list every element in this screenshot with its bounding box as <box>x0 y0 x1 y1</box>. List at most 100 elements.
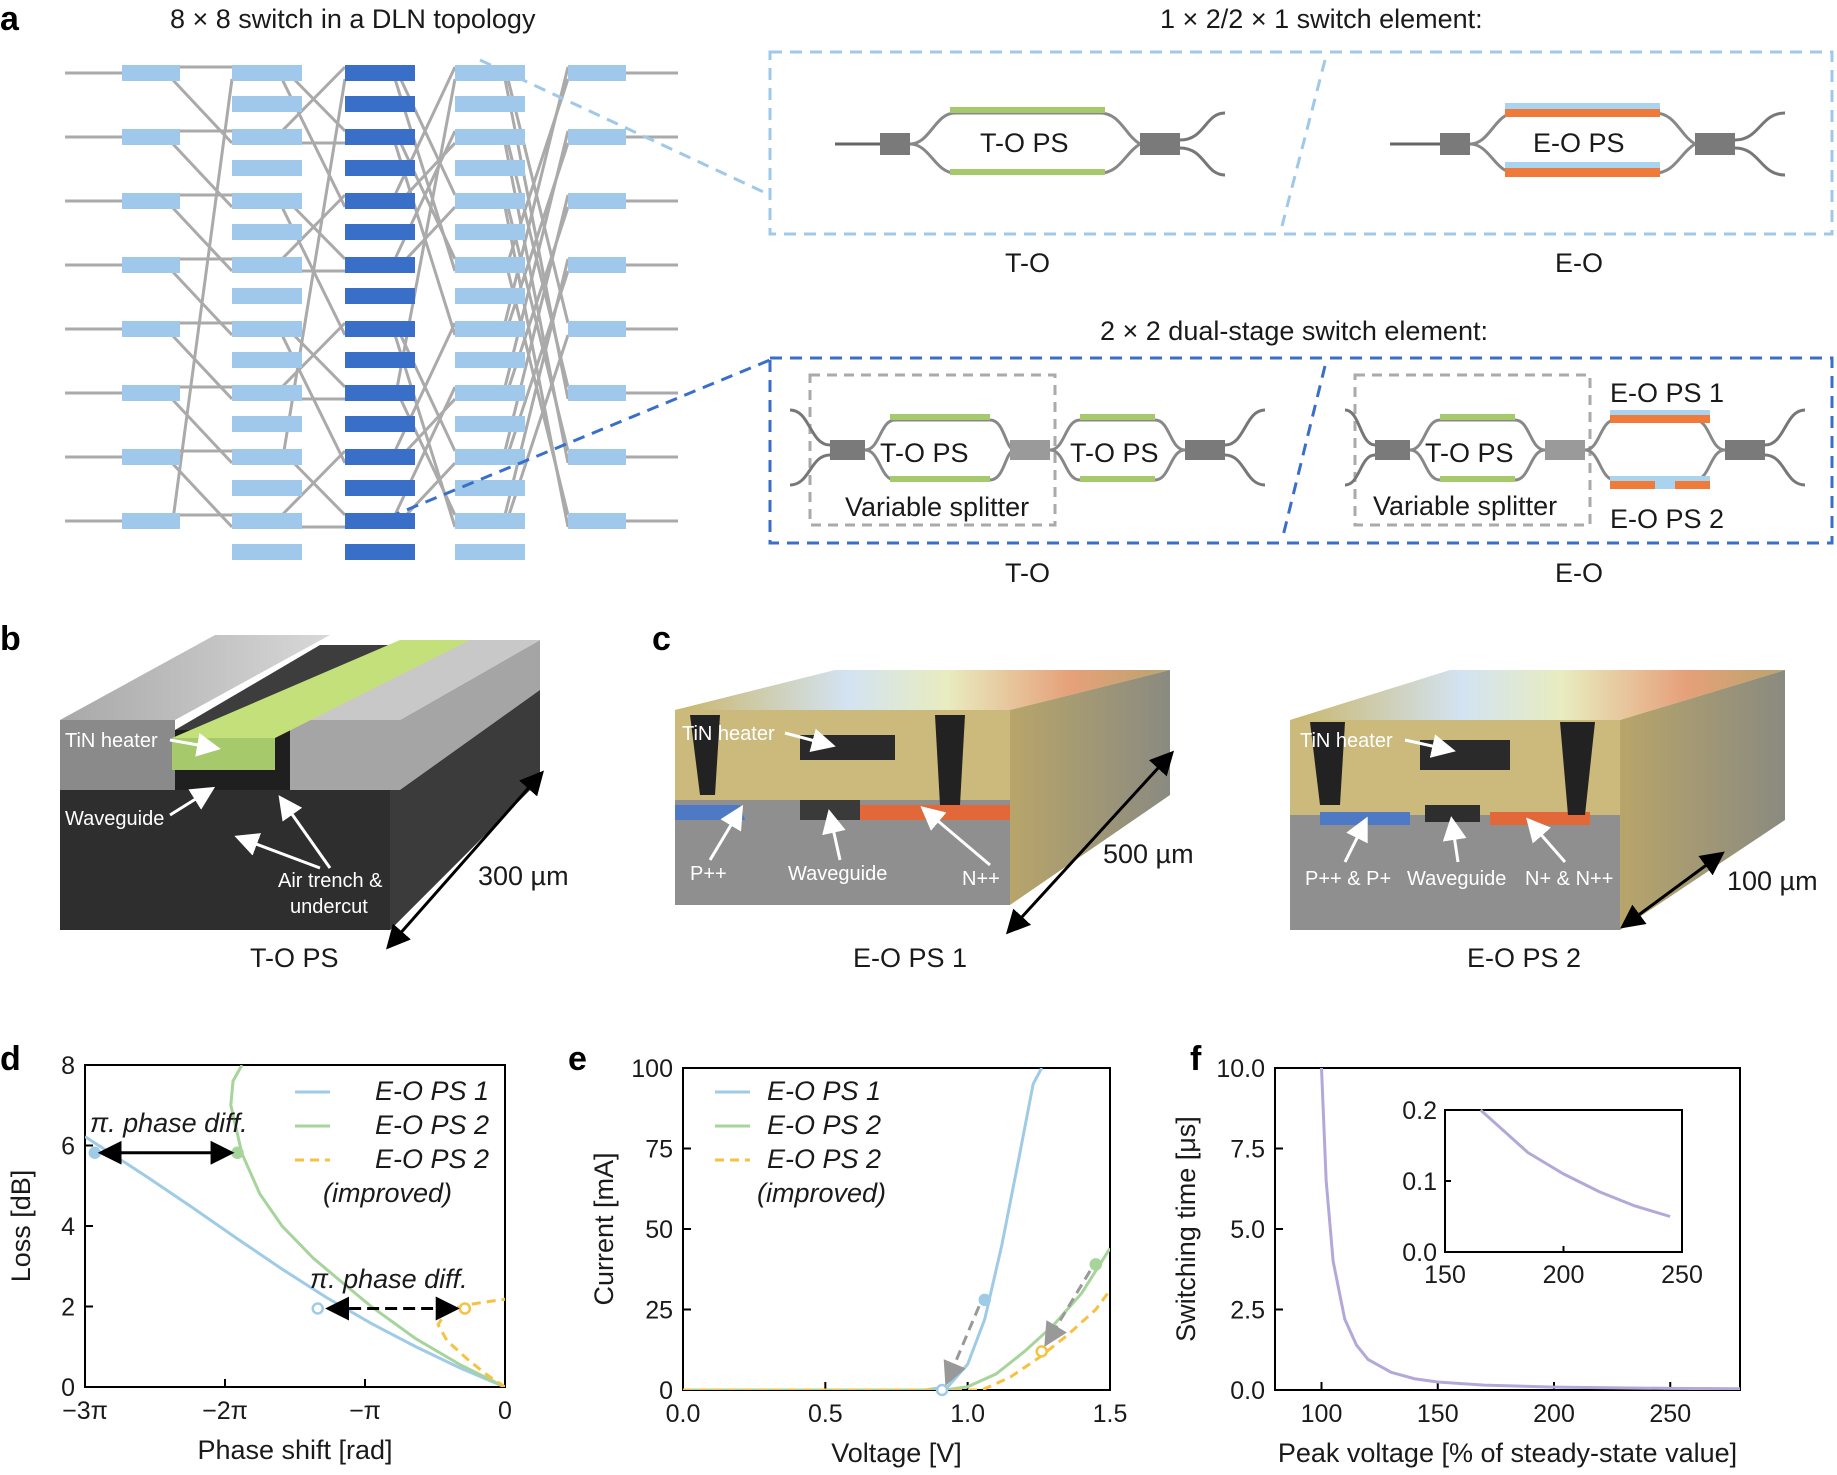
switch-box <box>568 129 626 145</box>
switch-box <box>232 96 302 112</box>
switch-box <box>455 65 525 81</box>
switch-box <box>455 288 525 304</box>
x-tick-label: 150 <box>1417 1400 1459 1428</box>
panel-letter-d: d <box>0 1040 21 1078</box>
c1-waveguide-label: Waveguide <box>788 863 887 885</box>
y-tick-label: 0 <box>659 1377 673 1405</box>
marker-point <box>1035 1345 1048 1358</box>
c2-waveguide-label: Waveguide <box>1407 868 1506 890</box>
series-line-1 <box>1320 1068 1740 1390</box>
variable-splitter-label-to: Variable splitter <box>845 492 1029 522</box>
label-eo-1: E-O <box>1555 248 1603 278</box>
switch-box <box>232 321 302 337</box>
switch-box <box>568 513 626 529</box>
switch-box <box>122 385 180 401</box>
switch-box <box>455 352 525 368</box>
inset-x-tick-label: 200 <box>1543 1261 1585 1289</box>
switch-box <box>232 65 302 81</box>
panel-c: c TiN heater P++ Waveguide N++ 500 µm E-… <box>652 620 1818 973</box>
switch-box <box>122 321 180 337</box>
b-tin-heater-label: TiN heater <box>65 730 158 752</box>
switch-box <box>345 129 415 145</box>
label-to-1: T-O <box>1005 248 1050 278</box>
to-dual-stage-element: T-O PS T-O PS Variable splitter <box>789 373 1266 527</box>
c2-n-label: N+ & N++ <box>1525 868 1613 890</box>
topology-title: 8 × 8 switch in a DLN topology <box>170 4 536 34</box>
y-axis-label: Current [mA] <box>589 1152 619 1305</box>
c1-caption: E-O PS 1 <box>853 943 967 973</box>
switch-box <box>568 193 626 209</box>
marker-point <box>1089 1258 1103 1271</box>
switch-box <box>232 160 302 176</box>
series-line-3 <box>683 1289 1110 1390</box>
switch-box <box>455 480 525 496</box>
switch-box <box>345 160 415 176</box>
switch-box <box>345 544 415 560</box>
marker-point <box>978 1293 991 1307</box>
switch-box <box>232 385 302 401</box>
y-tick-label: 2 <box>61 1294 75 1322</box>
inset-x-tick-label: 150 <box>1424 1261 1466 1289</box>
inset-y-tick-label: 0.1 <box>1402 1168 1437 1196</box>
legend-entry: E-O PS 2 <box>375 1110 489 1140</box>
element1-frame <box>768 50 1834 236</box>
panel-letter-f: f <box>1190 1040 1202 1078</box>
chart-loss-vs-phase: −3π −2π −π 0 0 2 4 6 8 Phase shift [rad] Loss [dB]… <box>6 1052 512 1465</box>
legend-entry: E-O PS 1 <box>767 1076 881 1106</box>
x-tick-label: −3π <box>62 1397 108 1425</box>
y-tick-label: 6 <box>61 1133 75 1161</box>
legend-entry: E-O PS 2 <box>767 1144 881 1174</box>
eo-switch-element: E-O PS <box>1390 103 1786 177</box>
switch-box <box>232 416 302 432</box>
c2-tin-heater-label: TiN heater <box>1300 730 1393 752</box>
x-tick-label: 1.0 <box>950 1400 985 1428</box>
inset-y-tick-label: 0.2 <box>1402 1097 1437 1125</box>
switch-box <box>232 193 302 209</box>
to-ps-label-2: T-O PS <box>880 438 969 468</box>
c2-caption: E-O PS 2 <box>1467 943 1581 973</box>
x-axis-label: Phase shift [rad] <box>197 1435 392 1465</box>
inset-y-tick-label: 0.0 <box>1402 1239 1437 1267</box>
switch-box <box>455 513 525 529</box>
switch-box <box>455 385 525 401</box>
switch-box <box>568 65 626 81</box>
switch-box <box>122 129 180 145</box>
switch-box <box>568 257 626 273</box>
switch-box <box>568 385 626 401</box>
zoom-line-light <box>479 58 771 197</box>
y-tick-label: 2.5 <box>1230 1297 1265 1325</box>
y-tick-label: 0 <box>61 1374 75 1402</box>
x-tick-label: 100 <box>1301 1400 1343 1428</box>
series-line-2 <box>229 1065 505 1387</box>
x-tick-label: −π <box>349 1397 381 1425</box>
panel-b: b TiN heater Waveguide Air trench & unde… <box>0 620 569 973</box>
switch-box <box>345 480 415 496</box>
marker-point <box>311 1302 324 1315</box>
b-caption: T-O PS <box>250 943 339 973</box>
x-tick-label: 250 <box>1649 1400 1691 1428</box>
to-switch-element: T-O PS <box>835 107 1226 177</box>
switch-box <box>232 544 302 560</box>
legend-entry: E-O PS 1 <box>375 1076 489 1106</box>
switch-box <box>345 449 415 465</box>
legend-entry: E-O PS 2 <box>767 1110 881 1140</box>
switch-box <box>122 193 180 209</box>
marker-point <box>935 1383 949 1397</box>
heater-top <box>950 107 1105 113</box>
switch-box <box>232 129 302 145</box>
panel-letter-c: c <box>652 620 671 658</box>
switch-box <box>345 193 415 209</box>
c1-n-label: N++ <box>962 868 1000 890</box>
inset-frame <box>1444 1109 1683 1253</box>
c2-length-label: 100 µm <box>1727 866 1818 896</box>
y-tick-label: 5.0 <box>1230 1216 1265 1244</box>
label-eo-2: E-O <box>1555 558 1603 588</box>
chart-current-vs-voltage: 0.0 0.5 1.0 1.5 0 25 50 75 100 Voltage [V] Current… <box>589 1055 1127 1468</box>
marker-point <box>88 1146 102 1159</box>
switch-box <box>455 257 525 273</box>
switch-box <box>345 321 415 337</box>
switch-box <box>345 416 415 432</box>
chart-switching-time: 100 150 200 250 0.0 2.5 5.0 7.5 10.0 Peak voltage… <box>1171 1055 1741 1468</box>
switch-box <box>455 544 525 560</box>
